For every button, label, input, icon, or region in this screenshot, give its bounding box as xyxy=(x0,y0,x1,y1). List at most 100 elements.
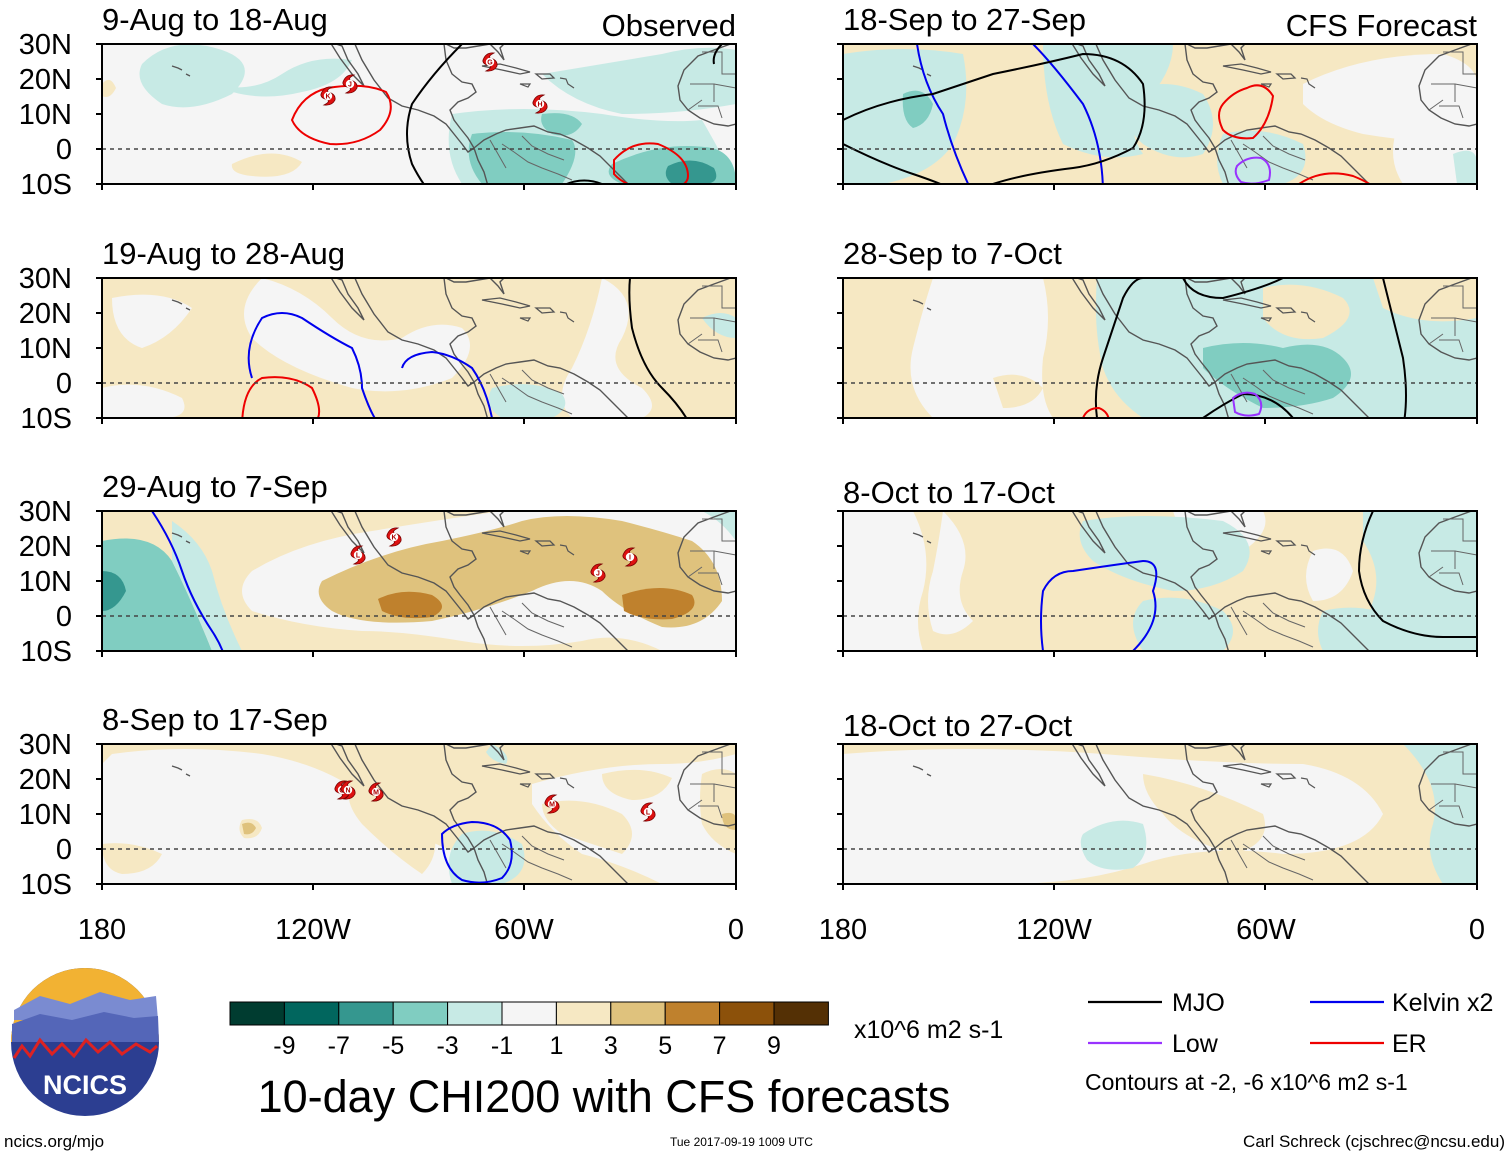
lat-label: 10S xyxy=(20,636,72,668)
lat-label: 20N xyxy=(19,531,72,563)
shading-area xyxy=(843,367,903,408)
colorbar-swatch xyxy=(392,1001,449,1026)
contour-line xyxy=(1298,172,1372,184)
colorbar-tick-label: 5 xyxy=(658,1032,672,1060)
shading-area xyxy=(843,304,903,338)
lon-label-120w-right: 120W xyxy=(1016,914,1092,946)
shading-area xyxy=(702,511,736,541)
storm-label: K xyxy=(325,94,330,101)
storm-label: G xyxy=(487,60,493,67)
lon-label-0-left: 0 xyxy=(728,914,744,946)
storm-label: H xyxy=(537,102,542,109)
colorbar-swatch xyxy=(338,1001,394,1026)
colorbar-swatch xyxy=(283,1001,340,1026)
shading-area xyxy=(112,294,192,348)
shading-area xyxy=(1203,343,1351,408)
shading-area xyxy=(378,591,442,619)
map-panel-r0 xyxy=(837,43,1478,190)
contour-line xyxy=(440,820,513,884)
lat-label: 10N xyxy=(19,333,72,365)
storm-icon: H xyxy=(532,94,548,114)
contour-line xyxy=(843,52,1146,184)
shading-area xyxy=(622,588,695,620)
lat-label: 10N xyxy=(19,799,72,831)
lat-label: 10S xyxy=(20,403,72,435)
shading-area xyxy=(843,511,927,651)
colorbar-swatch xyxy=(229,1001,285,1026)
storm-label: M xyxy=(549,802,555,809)
map-panel-r3 xyxy=(837,743,1478,890)
map-panel-l3: ONMML xyxy=(96,743,737,890)
map-panel-l0: G J K H xyxy=(96,43,737,190)
legend: MJO Kelvin x2 Low ER Contours at -2, -6 … xyxy=(1085,989,1493,1095)
shading-area xyxy=(602,769,672,800)
storm-label: L xyxy=(646,810,651,817)
lat-label: 20N xyxy=(19,298,72,330)
shading-area xyxy=(542,47,736,114)
shading-area xyxy=(242,822,256,835)
panel-title-right-2: 28-Sep to 7-Oct xyxy=(843,236,1062,271)
contour-line xyxy=(406,44,463,184)
colorbar-swatch xyxy=(501,1001,557,1026)
colorbar-tick-label: -3 xyxy=(436,1032,458,1060)
storm-label: L xyxy=(356,553,361,560)
legend-label-kelvin: Kelvin x2 xyxy=(1392,989,1493,1017)
lat-label: 0 xyxy=(56,834,72,866)
lat-label: 10S xyxy=(20,169,72,201)
map-panel-l2: L K J I xyxy=(96,510,737,657)
storm-icon: L xyxy=(350,545,366,565)
map-panel-l1 xyxy=(96,277,737,424)
shading-area xyxy=(102,384,185,418)
shading-area xyxy=(700,769,736,854)
storm-icon: N xyxy=(340,780,356,800)
shading-area xyxy=(1263,284,1350,340)
shading-area xyxy=(102,571,126,611)
contour-line xyxy=(1234,156,1271,184)
map-panel-r1 xyxy=(837,277,1478,424)
contour-line xyxy=(613,142,690,184)
storm-icon: J xyxy=(590,563,606,583)
contour-line xyxy=(247,312,376,418)
main-title: 10-day CHI200 with CFS forecasts xyxy=(258,1071,951,1122)
colorbar-swatch xyxy=(664,1001,721,1026)
storm-icon: L xyxy=(640,802,656,822)
contour-line xyxy=(1082,406,1110,418)
footer-timestamp: Tue 2017-09-19 1009 UTC xyxy=(670,1135,813,1149)
shading-area xyxy=(1453,150,1477,184)
lat-label: 30N xyxy=(19,29,72,61)
shading-area xyxy=(203,770,292,856)
colorbar-swatch xyxy=(555,1001,612,1026)
lat-label: 10N xyxy=(19,566,72,598)
storm-label: J xyxy=(348,82,352,89)
storm-label: J xyxy=(596,571,600,578)
shading-area xyxy=(902,90,933,128)
lon-label-180-left: 180 xyxy=(78,914,126,946)
colorbar-tick-label: -1 xyxy=(491,1032,513,1060)
contour-line xyxy=(1040,559,1158,651)
colorbar-tick-label: -7 xyxy=(328,1032,350,1060)
panel-title-left-4: 8-Sep to 17-Sep xyxy=(102,702,328,737)
shading-area xyxy=(348,784,436,874)
shading-area xyxy=(532,754,736,884)
colorbar-tick-label: 1 xyxy=(549,1032,563,1060)
shading-area xyxy=(212,58,352,97)
colorbar-tick-label: 7 xyxy=(713,1032,727,1060)
colorbar-units: x10^6 m2 s-1 xyxy=(854,1016,1003,1044)
lat-label: 0 xyxy=(56,368,72,400)
legend-label-er: ER xyxy=(1392,1030,1427,1058)
colorbar-swatch xyxy=(719,1001,775,1026)
shading-area xyxy=(488,384,566,418)
colorbar-tick-label: -5 xyxy=(382,1032,404,1060)
shading-area xyxy=(1306,548,1353,601)
shading-area xyxy=(102,538,212,651)
contour-line xyxy=(1357,511,1477,638)
shading-area xyxy=(1080,820,1147,870)
storm-icon: K xyxy=(386,527,402,547)
colorbar-tick-label: 3 xyxy=(604,1032,618,1060)
footer-url: ncics.org/mjo xyxy=(4,1132,104,1151)
footer-author: Carl Schreck (cjschrec@ncsu.edu) xyxy=(1243,1132,1505,1151)
colorbar-tick-label: 9 xyxy=(767,1032,781,1060)
storm-icon: M xyxy=(544,794,560,814)
shading-area xyxy=(702,313,736,338)
